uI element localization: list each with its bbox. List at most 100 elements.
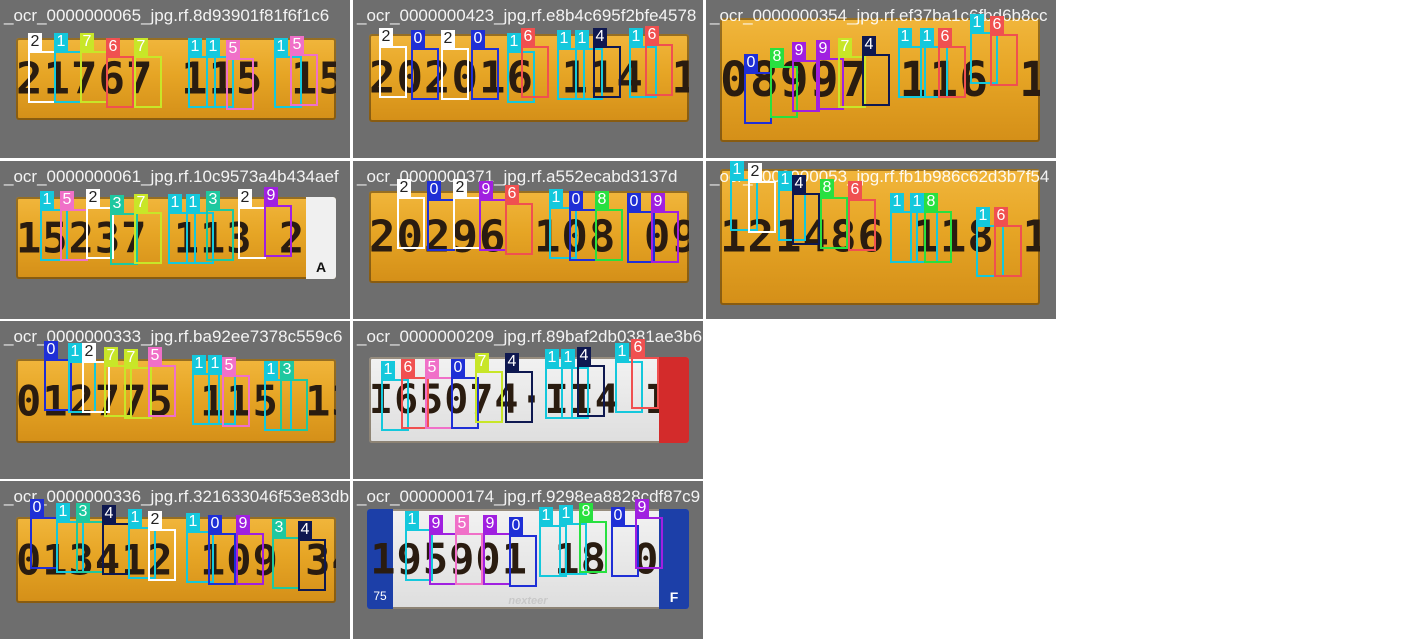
detection-box — [569, 209, 597, 261]
detection-class-label: 9 — [651, 193, 665, 211]
detection-box — [631, 357, 659, 409]
detection-class-label: 8 — [579, 503, 593, 521]
detection-box — [924, 211, 952, 263]
left-region-strip: 75 — [367, 509, 393, 609]
detection-box — [441, 48, 469, 100]
image-filename: _ocr_0000000336_jpg.rf.321633046f53e83db — [4, 487, 350, 506]
detection-class-label: 1 — [192, 355, 206, 373]
detection-class-label: 1 — [559, 505, 573, 523]
detection-box — [80, 51, 108, 103]
detection-class-label: 9 — [479, 181, 493, 199]
detection-class-label: 1 — [539, 507, 553, 525]
detection-box — [76, 521, 104, 573]
detection-box — [920, 46, 948, 98]
detection-class-label: 1 — [54, 33, 68, 51]
detection-class-label: 7 — [80, 33, 94, 51]
detection-class-label: 0 — [611, 507, 625, 525]
detection-class-label: 3 — [280, 361, 294, 379]
detection-class-label: 1 — [730, 161, 744, 179]
detection-class-label: 6 — [631, 339, 645, 357]
detection-box — [453, 197, 481, 249]
detection-class-label: 1 — [778, 171, 792, 189]
plate-text: I65074·II4 I6 — [369, 377, 689, 423]
detection-box — [40, 209, 68, 261]
detection-class-label: 2 — [397, 179, 411, 197]
detection-class-label: 6 — [505, 185, 519, 203]
detection-class-label: 1 — [56, 503, 70, 521]
detection-box — [148, 529, 176, 581]
detection-box — [264, 205, 292, 257]
detection-class-label: 7 — [134, 38, 148, 56]
detection-class-label: 0 — [627, 193, 641, 211]
detection-class-label: 0 — [30, 499, 44, 517]
detection-class-label: 2 — [441, 30, 455, 48]
detection-class-label: 1 — [615, 343, 629, 361]
detection-class-label: 7 — [838, 38, 852, 56]
detection-box — [124, 367, 152, 419]
detection-box — [82, 361, 110, 413]
detection-box — [575, 48, 603, 100]
detection-class-label: 4 — [505, 353, 519, 371]
detection-class-label: 6 — [848, 181, 862, 199]
detection-class-label: 1 — [208, 355, 222, 373]
detection-class-label: 1 — [561, 349, 575, 367]
detection-box — [521, 46, 549, 98]
detection-box — [425, 377, 453, 429]
dealer-footer: nexteer — [508, 595, 548, 607]
detection-class-label: 8 — [924, 193, 938, 211]
detection-class-label: 1 — [206, 38, 220, 56]
detection-box — [744, 72, 772, 124]
detection-class-label: 0 — [44, 341, 58, 359]
detection-box — [938, 46, 966, 98]
detection-class-label: 9 — [264, 187, 278, 205]
detection-class-label: 2 — [148, 511, 162, 529]
detection-class-label: 4 — [298, 521, 312, 539]
detection-box — [290, 54, 318, 106]
region-code: 75 — [373, 589, 387, 603]
detection-class-label: 2 — [238, 189, 252, 207]
detection-box — [838, 56, 866, 108]
detection-box — [102, 523, 130, 575]
detection-box — [208, 533, 236, 585]
detection-class-label: 5 — [290, 36, 304, 54]
eu-country-strip: A — [306, 197, 336, 279]
detection-box — [629, 46, 657, 98]
detection-class-label: 3 — [110, 195, 124, 213]
detection-box — [451, 377, 479, 429]
detection-class-label: 1 — [970, 14, 984, 32]
detection-class-label: 4 — [102, 505, 116, 523]
plate-text: 013412 109 34 — [16, 535, 336, 585]
detection-box — [627, 211, 655, 263]
detection-class-label: 5 — [226, 40, 240, 58]
detection-class-label: 1 — [381, 361, 395, 379]
detection-box — [579, 521, 607, 573]
detection-class-label: 5 — [455, 515, 469, 533]
image-filename: _ocr_0000000354_jpg.rf.ef37ba1c6fbd6b8cc — [710, 6, 1048, 25]
detection-class-label: 1 — [186, 513, 200, 531]
detection-box — [848, 199, 876, 251]
detection-box — [236, 533, 264, 585]
detection-class-label: 1 — [557, 30, 571, 48]
detection-class-label: 1 — [186, 194, 200, 212]
image-filename: _ocr_0000000061_jpg.rf.10c9573a4b434aef — [4, 167, 339, 186]
detection-class-label: 6 — [990, 16, 1004, 34]
detection-class-label: 1 — [575, 30, 589, 48]
detection-class-label: 2 — [453, 179, 467, 197]
image-filename: _ocr_0000000065_jpg.rf.8d93901f81f6f1c6 — [4, 6, 330, 25]
detection-box — [862, 54, 890, 106]
detection-class-label: 9 — [635, 499, 649, 517]
detection-class-label: 8 — [770, 48, 784, 66]
detection-class-label: 6 — [994, 207, 1008, 225]
detection-box — [505, 371, 533, 423]
detection-box — [820, 197, 848, 249]
